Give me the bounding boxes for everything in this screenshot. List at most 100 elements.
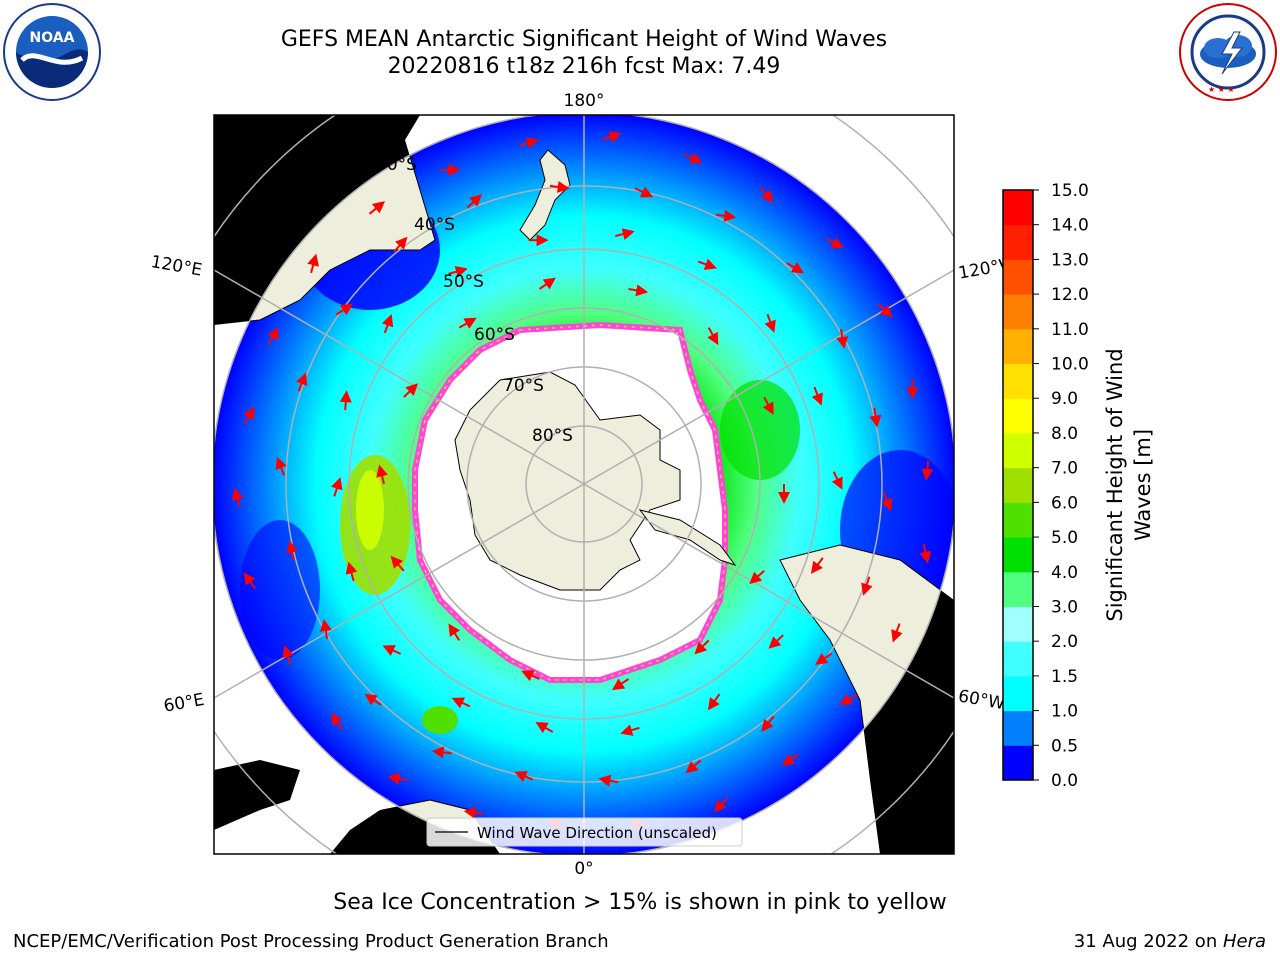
colorbar-segment	[1003, 571, 1033, 607]
sea-ice-note: Sea Ice Concentration > 15% is shown in …	[333, 890, 947, 915]
wind-wave-arrow	[694, 639, 710, 655]
wind-wave-arrow	[611, 678, 630, 691]
lat-label-70s: 70°S	[503, 376, 544, 396]
colorbar-segment	[1003, 224, 1033, 260]
wind-wave-arrow	[811, 386, 823, 406]
colorbar-tick-label: 1.0	[1051, 702, 1078, 722]
colorbar-tick-label: 0.5	[1051, 736, 1078, 756]
wave-patch-low	[240, 520, 320, 660]
wind-wave-arrow	[891, 623, 903, 643]
colorbar-tick-label: 11.0	[1051, 320, 1089, 340]
colorbar-tick-label: 15.0	[1051, 181, 1089, 201]
wind-wave-arrow	[831, 471, 843, 490]
wind-wave-arrow	[707, 327, 719, 346]
colorbar-tick-label: 12.0	[1051, 285, 1089, 305]
wind-wave-arrow	[448, 265, 468, 278]
wind-wave-arrow	[448, 623, 461, 641]
colorbar-tick-label: 10.0	[1051, 355, 1089, 375]
lat-label-80s: 80°S	[532, 426, 573, 446]
wind-wave-arrow	[514, 770, 534, 782]
wind-wave-arrow	[764, 313, 776, 333]
wind-wave-arrow	[768, 634, 784, 649]
colorbar-segment	[1003, 398, 1033, 434]
wind-wave-arrow	[697, 258, 718, 270]
colorbar-segment	[1003, 259, 1033, 295]
colorbar-segment	[1003, 328, 1033, 365]
colorbar-tick-label: 7.0	[1051, 459, 1078, 479]
wind-wave-arrow	[716, 209, 737, 222]
colorbar-segment	[1003, 641, 1033, 677]
wind-wave-arrow	[825, 237, 844, 249]
wind-wave-arrow	[286, 540, 299, 561]
lat-label-40s: 40°S	[414, 215, 455, 235]
wind-wave-arrow	[810, 557, 824, 574]
map-legend: Wind Wave Direction (unscaled)	[426, 817, 743, 847]
wind-wave-arrow	[231, 487, 244, 508]
colorbar-segment	[1003, 606, 1033, 642]
wind-wave-arrow	[243, 572, 257, 590]
wind-wave-arrow	[749, 570, 765, 585]
colorbar-label-line1: Significant Height of Wind	[1103, 348, 1127, 621]
lat-label-30s: 30°S	[376, 155, 417, 175]
lon-label-right-lower: 60°W	[957, 686, 1007, 714]
wave-patch	[720, 380, 800, 480]
footer-host: Hera	[1222, 931, 1266, 952]
wind-wave-arrow	[364, 693, 382, 706]
colorbar-frame	[1002, 189, 1034, 781]
chart-title: GEFS MEAN Antarctic Significant Height o…	[280, 27, 888, 52]
wind-wave-arrow	[869, 407, 882, 428]
colorbar-segment	[1003, 745, 1033, 781]
nws-logo: ★ ★ ★	[1179, 3, 1277, 101]
wind-wave-arrow	[376, 464, 388, 485]
footer-date-text: 31 Aug 2022 on	[1073, 931, 1223, 952]
wind-wave-arrow	[331, 477, 343, 497]
colorbar-tick-label: 13.0	[1051, 250, 1089, 270]
wind-wave-arrow	[634, 186, 654, 198]
noaa-logo: NOAA	[3, 3, 101, 101]
colorbar-segment	[1003, 710, 1033, 746]
wind-wave-arrow	[451, 697, 471, 709]
wind-wave-arrow	[615, 228, 635, 240]
wind-wave-arrow	[836, 328, 849, 349]
wind-wave-arrow	[331, 712, 343, 731]
wind-wave-arrow	[339, 390, 352, 411]
sea-ice-edge-inner	[414, 324, 726, 681]
wind-wave-arrow	[861, 576, 873, 596]
colorbar-segment	[1003, 537, 1033, 573]
wind-wave-arrow	[345, 561, 358, 582]
lon-label-left-upper: 120°E	[149, 252, 203, 281]
wind-wave-arrow	[759, 186, 774, 203]
wind-wave-arrow	[521, 670, 540, 682]
wave-patch-max	[356, 470, 384, 550]
wind-wave-arrow	[839, 693, 858, 705]
colorbar-tick-label: 5.0	[1051, 528, 1078, 548]
colorbar-segment	[1003, 467, 1033, 503]
lon-label-top: 180°	[564, 91, 605, 111]
wind-wave-arrow	[243, 406, 255, 425]
colorbar-tick-label: 6.0	[1051, 493, 1078, 513]
wind-wave-arrow	[368, 201, 386, 215]
wind-wave-arrow	[762, 396, 774, 415]
wind-wave-arrow	[319, 619, 332, 640]
wind-wave-arrow	[815, 652, 833, 665]
wind-wave-arrow	[387, 772, 408, 785]
wind-wave-arrow	[466, 194, 483, 209]
footer-date: 31 Aug 2022 on Hera	[1074, 931, 1266, 952]
colorbar-segment	[1003, 502, 1033, 538]
colorbar-tick-label: 1.5	[1051, 667, 1078, 687]
wind-wave-arrow	[296, 372, 308, 392]
wind-wave-arrow	[881, 492, 893, 512]
wind-wave-arrow	[877, 302, 893, 318]
svg-text:★ ★ ★: ★ ★ ★	[1208, 85, 1235, 94]
colorbar-tick-label: 0.0	[1051, 771, 1078, 791]
wind-wave-arrow	[431, 746, 452, 759]
colorbar-tick-label: 8.0	[1051, 424, 1078, 444]
wind-wave-arrow	[463, 806, 484, 819]
wind-wave-arrow	[685, 759, 702, 774]
chart-subtitle: 20220816 t18z 216h fcst Max: 7.49	[387, 54, 781, 79]
wind-wave-arrow	[458, 317, 477, 329]
graticule	[214, 115, 954, 854]
wind-wave-arrow	[921, 460, 934, 481]
svg-text:NOAA: NOAA	[30, 30, 75, 46]
